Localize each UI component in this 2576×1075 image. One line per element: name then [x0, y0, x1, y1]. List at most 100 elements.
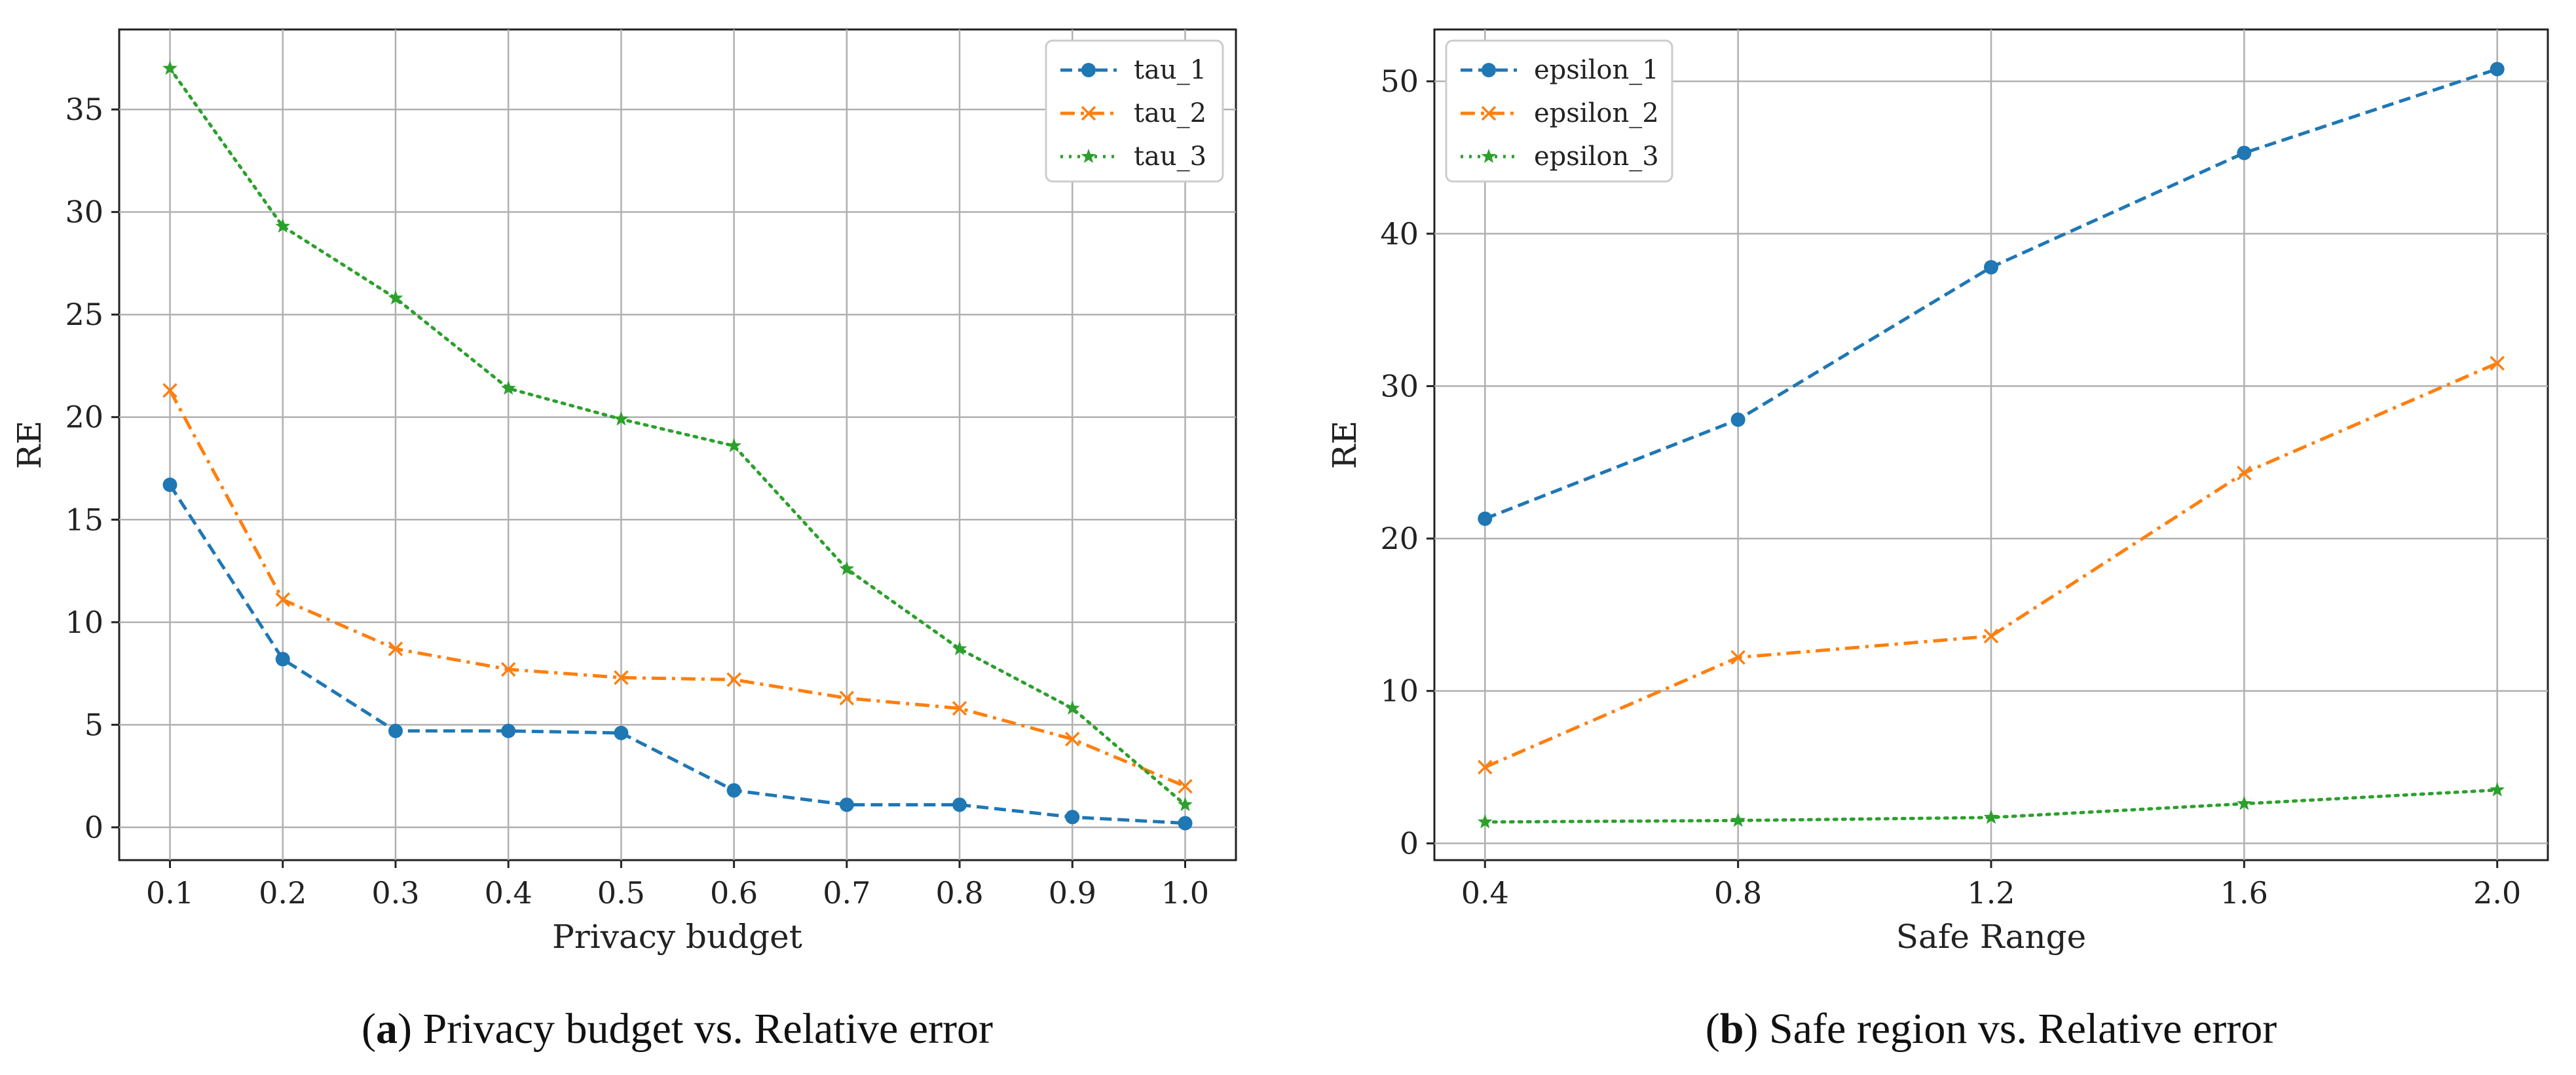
chart-a-data-point-tau_3	[839, 561, 855, 576]
chart-a-caption-tag: a	[376, 1005, 398, 1053]
chart-b-legend-marker-epsilon_2	[1481, 105, 1497, 121]
chart-a-series-line-tau_3	[168, 67, 1187, 806]
chart-a-data-point-tau_3	[614, 411, 629, 426]
chart-b-xlabel: Safe Range	[1896, 918, 2086, 956]
chart-a-ytick-label: 30	[65, 195, 103, 230]
chart-a-legend-label-tau_2: tau_2	[1134, 98, 1206, 128]
chart-a-data-point-tau_1	[839, 797, 854, 812]
chart-b-data-point-epsilon_2	[1478, 759, 1493, 775]
chart-a-series-tau_2	[162, 383, 1193, 794]
chart-a-caption: (a) Privacy budget vs. Relative error	[362, 1005, 993, 1053]
chart-a-legend-label-tau_1: tau_1	[1134, 55, 1206, 85]
chart-b-legend-marker-epsilon_3	[1481, 149, 1497, 163]
chart-a-data-point-tau_1	[275, 652, 290, 667]
chart-a-ytick-label: 0	[84, 810, 103, 845]
chart-a-data-point-tau_3	[952, 641, 967, 656]
chart-a-series-line-tau_2	[168, 389, 1186, 788]
chart-a-data-point-tau_2	[614, 670, 629, 685]
chart-a-ytick-label: 10	[65, 605, 103, 640]
chart-b-ticks: 0.4 0.8 1.2 1.6 2.0 0 10 20 30 40 50	[1380, 64, 2521, 911]
chart-a-series-line-tau_1	[168, 483, 1185, 825]
chart-a-data-point-tau_2	[726, 672, 741, 687]
chart-a-legend-marker-tau_1	[1081, 63, 1096, 77]
chart-a-plot-area	[118, 28, 1237, 861]
chart-a-legend: tau_1 tau_2 tau_3	[1045, 39, 1224, 183]
chart-a-data-point-tau_1	[1178, 816, 1193, 831]
chart-a-data-point-tau_3	[1178, 797, 1193, 812]
chart-a-data-point-tau_1	[162, 478, 177, 493]
chart-a-xtick-label: 1.0	[1161, 875, 1209, 911]
chart-b-data-point-epsilon_3	[1730, 812, 1745, 827]
chart-b-data-point-epsilon_3	[1477, 814, 1493, 829]
chart-b-xtick-label: 0.4	[1461, 875, 1509, 911]
chart-a-data-point-tau_2	[1065, 732, 1080, 747]
chart-b-data-point-epsilon_2	[1983, 628, 1999, 644]
chart-a-ytick-label: 20	[65, 400, 103, 435]
chart-b-xtick-label: 1.6	[2220, 875, 2268, 911]
chart-b-data-point-epsilon_1	[1984, 259, 1998, 274]
chart-b-ytick-label: 50	[1380, 64, 1419, 99]
chart-a-data-point-tau_1	[1065, 810, 1080, 825]
chart-b-data-point-epsilon_1	[1730, 412, 1745, 427]
chart-b-data-point-epsilon_1	[1478, 511, 1493, 526]
chart-a-data-point-tau_2	[1178, 779, 1193, 794]
chart-a-data-point-tau_2	[162, 383, 177, 398]
chart-b-xtick-label: 0.8	[1714, 875, 1762, 911]
chart-b-data-point-epsilon_3	[1983, 809, 1999, 824]
chart-b-series-line-epsilon_2	[1484, 362, 2498, 769]
chart-a-xtick-label: 0.4	[485, 875, 532, 911]
chart-b-legend-box	[1445, 39, 1673, 183]
chart-a: 0.1 0.2 0.3 0.4 0.5 0.6 0.7 0.8 0.9 1.0 0 5 10 15 20 25…	[10, 28, 1237, 1053]
chart-a-series-tau_1	[162, 478, 1193, 831]
chart-b-caption-tag: b	[1720, 1005, 1744, 1053]
chart-b-data-point-epsilon_1	[2490, 62, 2505, 77]
chart-a-data-point-tau_1	[388, 723, 403, 738]
chart-b-caption: (b) Safe region vs. Relative error	[1706, 1005, 2277, 1053]
chart-a-data-point-tau_3	[162, 60, 177, 75]
chart-a-data-point-tau_3	[275, 218, 291, 233]
chart-b-series	[1477, 62, 2505, 829]
chart-b-legend-label-epsilon_3: epsilon_3	[1534, 141, 1659, 172]
chart-a-data-point-tau_1	[952, 797, 967, 812]
chart-a-legend-marker-tau_2	[1081, 105, 1096, 121]
chart-a-caption-text: Privacy budget vs. Relative error	[412, 1005, 993, 1053]
chart-a-xtick-label: 0.5	[597, 875, 645, 911]
chart-b: 0.4 0.8 1.2 1.6 2.0 0 10 20 30 40 50 Safe Range RE…	[1326, 28, 2549, 1053]
chart-a-xtick-label: 0.3	[371, 875, 419, 911]
chart-a-legend-label-tau_3: tau_3	[1134, 141, 1206, 172]
chart-a-data-point-tau_2	[500, 662, 516, 677]
chart-b-legend-label-epsilon_1: epsilon_1	[1534, 55, 1659, 85]
chart-b-data-point-epsilon_3	[2490, 782, 2505, 797]
chart-a-series-tau_3	[162, 60, 1193, 812]
chart-a-data-point-tau_1	[501, 723, 516, 738]
chart-a-xtick-label: 0.2	[259, 875, 307, 911]
chart-b-data-point-epsilon_2	[1730, 650, 1745, 665]
chart-a-ticks: 0.1 0.2 0.3 0.4 0.5 0.6 0.7 0.8 0.9 1.0 0 5 10 15 20 25…	[65, 92, 1209, 911]
chart-b-ytick-label: 20	[1380, 521, 1419, 556]
chart-a-data-point-tau_1	[726, 783, 741, 798]
chart-a-grid	[119, 29, 1236, 860]
chart-b-data-point-epsilon_2	[2490, 356, 2505, 371]
chart-b-grid	[1434, 29, 2548, 860]
chart-a-xtick-label: 0.9	[1049, 875, 1096, 911]
chart-b-series-epsilon_3	[1477, 782, 2505, 829]
chart-b-data-point-epsilon_1	[2237, 145, 2252, 160]
chart-b-caption-text: Safe region vs. Relative error	[1758, 1005, 2277, 1053]
chart-b-series-epsilon_2	[1478, 356, 2505, 775]
chart-a-legend-marker-tau_3	[1081, 149, 1096, 163]
chart-a-ylabel: RE	[10, 421, 48, 469]
chart-b-ytick-label: 40	[1380, 216, 1419, 252]
chart-a-data-point-tau_2	[275, 592, 290, 607]
chart-b-xtick-label: 2.0	[2473, 875, 2521, 911]
chart-b-data-point-epsilon_3	[2237, 795, 2252, 810]
chart-a-ytick-label: 35	[65, 92, 103, 127]
chart-a-xtick-label: 0.1	[146, 875, 194, 911]
chart-a-data-point-tau_2	[839, 690, 855, 706]
chart-b-legend-label-epsilon_2: epsilon_2	[1534, 98, 1659, 128]
chart-b-data-point-epsilon_2	[2237, 465, 2252, 481]
chart-b-ytick-label: 30	[1380, 368, 1419, 404]
chart-a-xtick-label: 0.6	[710, 875, 758, 911]
chart-b-ylabel: RE	[1326, 421, 1364, 469]
chart-a-data-point-tau_3	[388, 290, 403, 305]
